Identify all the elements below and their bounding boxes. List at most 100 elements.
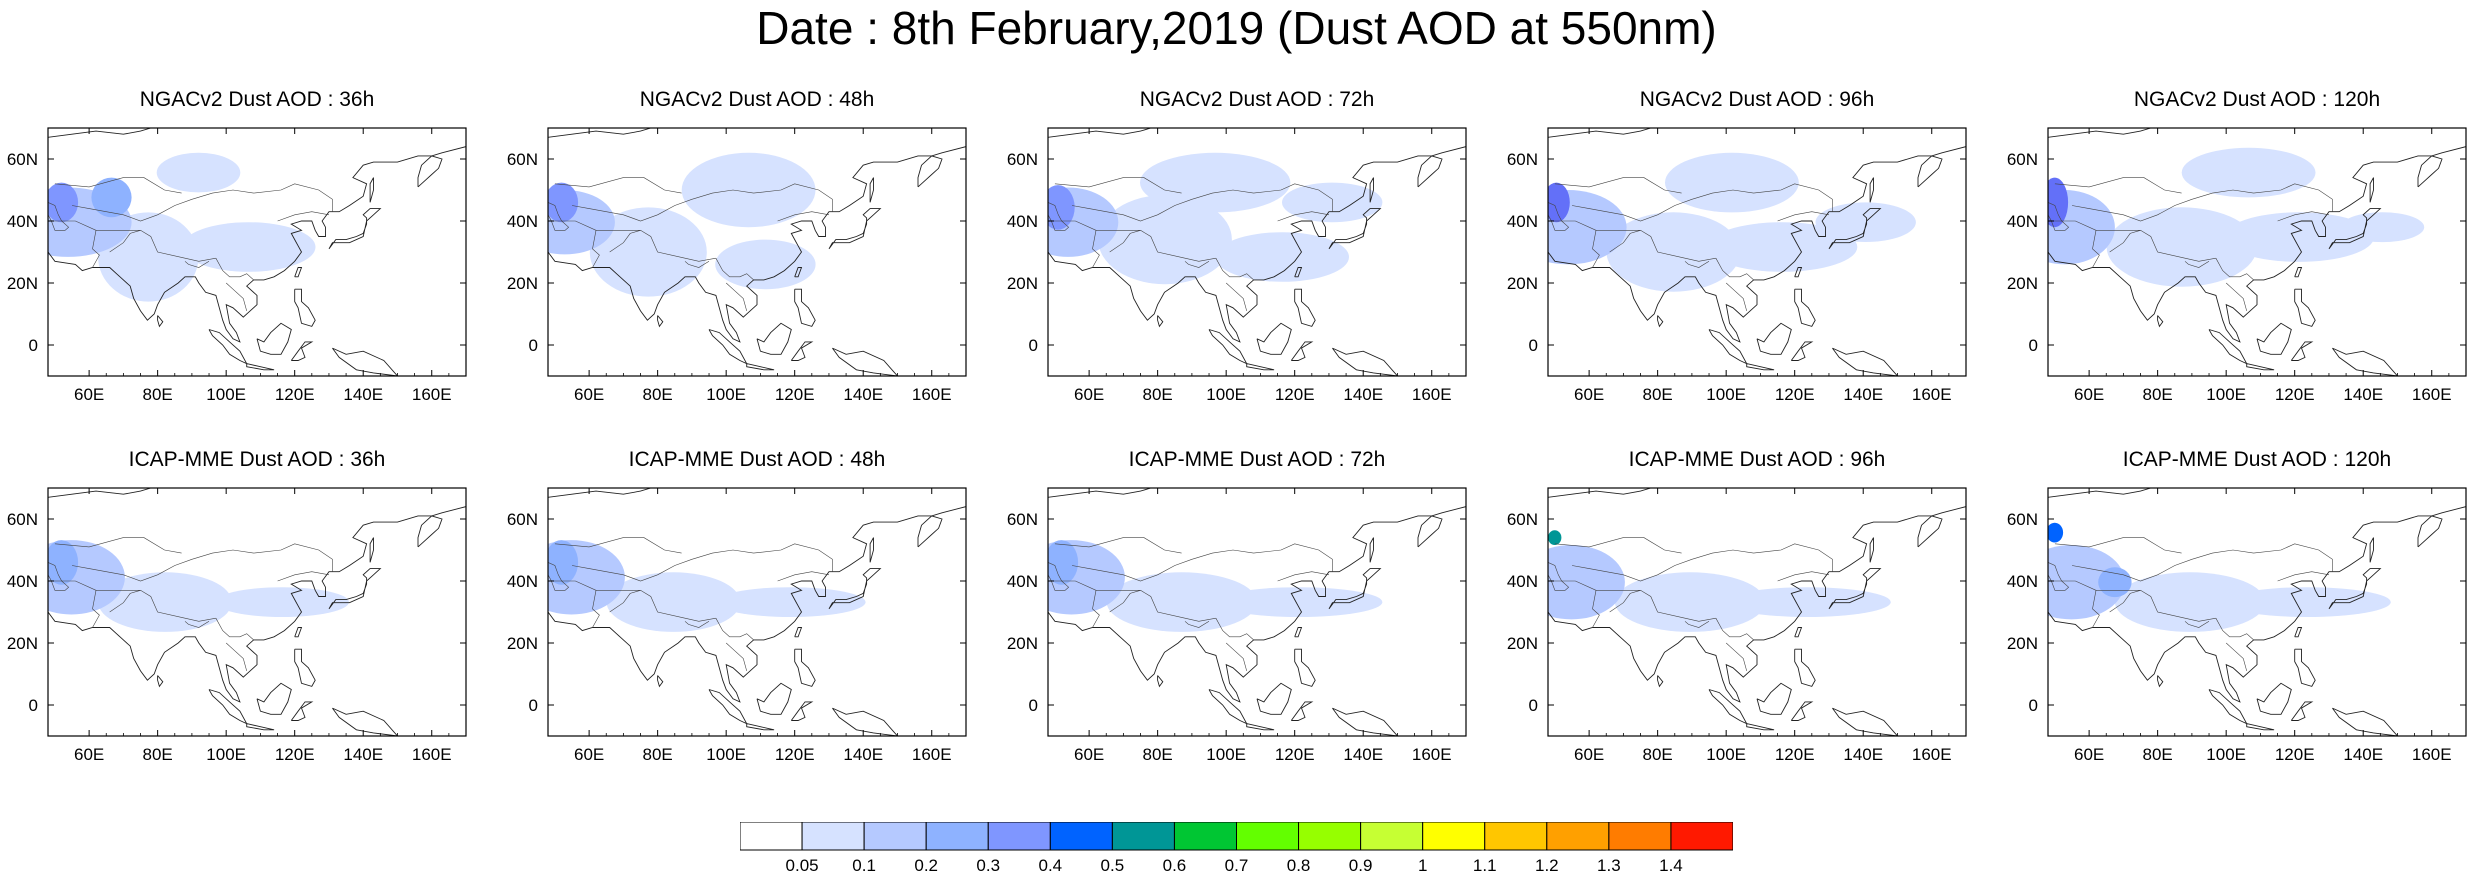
map-frame: [1047, 487, 1467, 737]
coastline: [756, 682, 792, 715]
lon-label: 160E: [1912, 385, 1952, 404]
country-border: [277, 571, 330, 582]
lat-label: 40N: [1007, 212, 1038, 231]
coastline: [1869, 537, 1874, 563]
lon-label: 120E: [2275, 745, 2315, 764]
dust-plume: [2098, 567, 2132, 598]
coastline: [832, 707, 899, 736]
lon-label: 100E: [706, 385, 746, 404]
coastline: [1794, 288, 1816, 327]
coastline: [417, 155, 443, 188]
lat-label: 60N: [1007, 150, 1038, 169]
dust-plume: [98, 572, 232, 632]
dust-aod-map: 60E 80E 100E 120E 140E 160E 60N 40N 20N 0: [1007, 487, 1467, 764]
coastline: [2417, 155, 2443, 188]
country-border: [215, 618, 254, 641]
lon-label: 60E: [74, 745, 104, 764]
country-border: [715, 618, 754, 641]
country-border: [1725, 642, 1747, 671]
country-border: [92, 590, 100, 628]
coastline: [869, 537, 874, 563]
lon-label: 60E: [74, 385, 104, 404]
dust-plume: [589, 207, 707, 297]
dust-plume: [681, 152, 816, 228]
colorbar-label: 0.3: [976, 856, 1001, 875]
lon-label: 160E: [2412, 745, 2452, 764]
country-border: [1071, 565, 1158, 582]
colorbar-label: 0.7: [1224, 856, 1249, 875]
coastline: [294, 267, 303, 278]
dust-plume: [2114, 572, 2266, 632]
coastline: [1208, 329, 1248, 365]
lon-label: 160E: [1412, 385, 1452, 404]
coastline: [2048, 506, 2466, 703]
country-border: [1225, 282, 1247, 311]
country-border: [548, 202, 570, 231]
country-border: [225, 282, 247, 311]
colorbar-label: 1.1: [1472, 856, 1497, 875]
coastline: [2328, 208, 2382, 250]
coastline: [2417, 515, 2443, 548]
country-border: [71, 565, 158, 582]
lon-label: 100E: [706, 745, 746, 764]
coastline: [2290, 341, 2314, 361]
coastline: [2294, 627, 2303, 638]
lon-label: 80E: [1143, 745, 1173, 764]
dust-plume: [1106, 572, 1257, 632]
country-border: [725, 282, 747, 311]
country-border: [1048, 580, 1216, 622]
country-border: [2048, 202, 2070, 231]
colorbar-label: 1.4: [1659, 856, 1683, 875]
dust-aod-map: 60E 80E 100E 120E 140E 160E 60N 40N 20N 0: [1507, 127, 1967, 404]
dust-plume: [181, 222, 316, 272]
coastline: [794, 267, 803, 278]
lon-label: 60E: [1074, 745, 1104, 764]
colorbar-label: 0.2: [914, 856, 938, 875]
lon-label: 100E: [2206, 745, 2246, 764]
colorbar-swatch: [1360, 822, 1424, 851]
map-frame: [2047, 127, 2467, 377]
country-border: [54, 177, 182, 194]
colorbar-label: 1.3: [1597, 856, 1621, 875]
colorbar-swatch: [1422, 822, 1486, 851]
colorbar-swatch: [1670, 822, 1733, 851]
dust-aod-map: 60E 80E 100E 120E 140E 160E 60N 40N 20N 0: [7, 487, 467, 764]
coastline: [657, 315, 664, 328]
dust-plume: [1140, 152, 1291, 213]
country-border: [715, 258, 754, 281]
coastline: [790, 341, 814, 361]
coastline: [1294, 627, 1303, 638]
colorbar-swatch: [1546, 822, 1610, 851]
map-panel: ICAP-MME Dust AOD : 120h 60E 80E 100E 120E 14…: [2000, 448, 2467, 764]
dust-aod-map: 60E 80E 100E 120E 140E 160E 60N 40N 20N 0: [507, 127, 967, 404]
panel-title: NGACv2 Dust AOD : 48h: [639, 88, 875, 111]
lon-label: 140E: [843, 385, 883, 404]
country-border: [592, 230, 600, 268]
lon-label: 140E: [1343, 745, 1383, 764]
country-border: [609, 590, 641, 613]
country-border: [215, 258, 254, 281]
country-border: [48, 202, 70, 231]
lat-label: 20N: [507, 634, 538, 653]
country-border: [109, 590, 141, 613]
coastline: [2246, 723, 2275, 731]
dust-plume: [156, 152, 241, 193]
country-border: [2092, 230, 2100, 268]
dust-plume: [606, 572, 741, 632]
colorbar-swatch: [801, 822, 865, 851]
lat-label: 0: [1529, 696, 1538, 715]
country-border: [2215, 618, 2254, 641]
coastline: [548, 146, 966, 343]
map-panel: NGACv2 Dust AOD : 36h 60E 80E 100E 120E 140E 1…: [0, 88, 467, 404]
country-border: [684, 261, 710, 268]
country-border: [1592, 590, 1600, 628]
country-border: [1684, 261, 1710, 268]
country-border: [2184, 621, 2210, 628]
coastline: [2328, 568, 2382, 610]
country-border: [1092, 230, 1100, 268]
lat-label: 20N: [2007, 634, 2038, 653]
country-border: [592, 590, 600, 628]
country-border: [1225, 642, 1247, 671]
country-border: [548, 562, 570, 591]
map-panel: NGACv2 Dust AOD : 48h 60E 80E 100E 120E 140E 1…: [500, 88, 967, 404]
